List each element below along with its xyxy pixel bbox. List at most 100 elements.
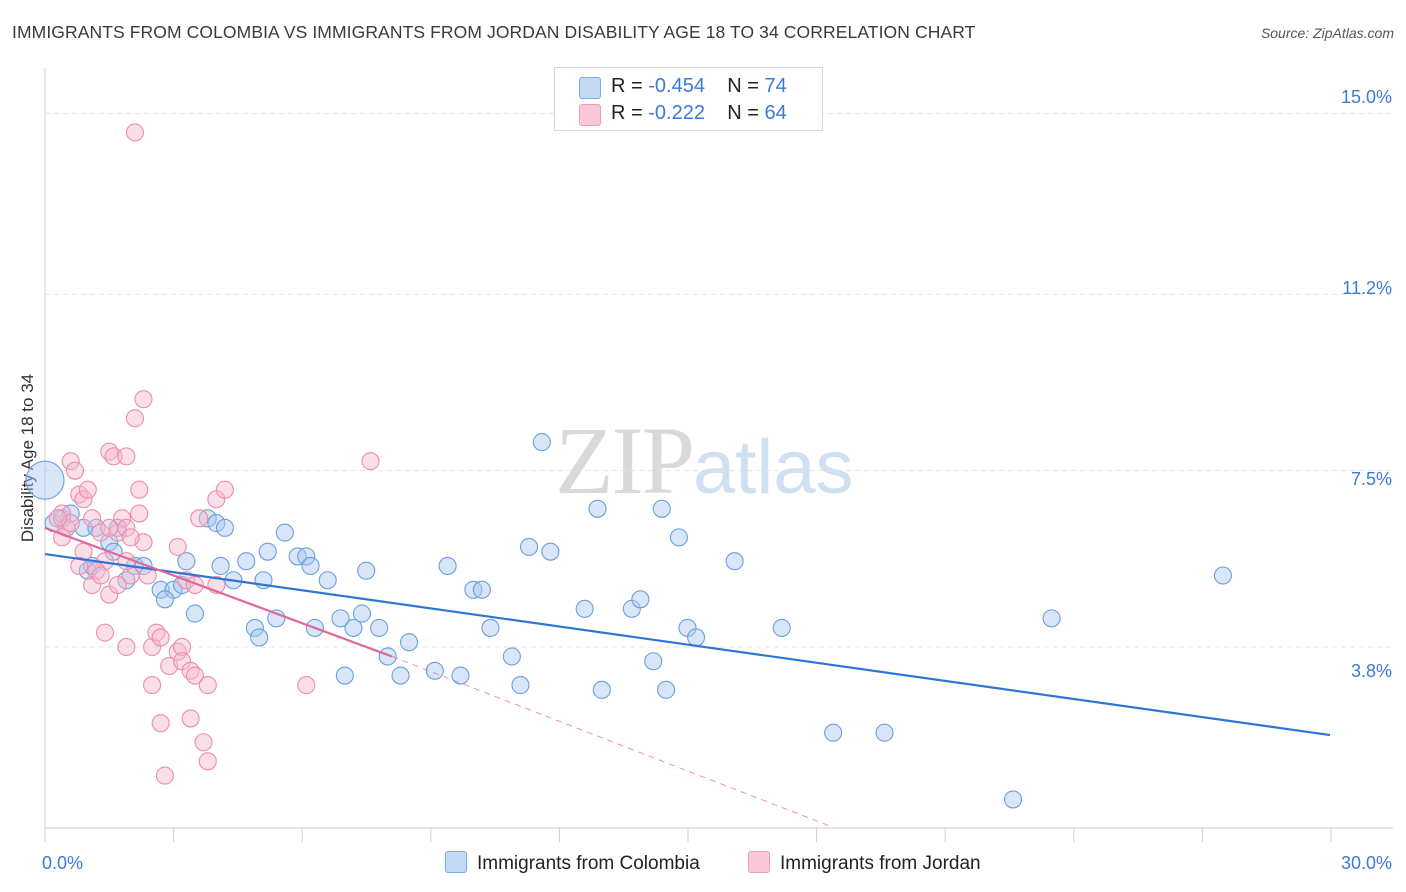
legend-r-label: R = [611, 75, 649, 97]
point-colombia [575, 599, 594, 618]
point-jordan [117, 637, 136, 657]
point-jordan [83, 509, 102, 528]
point-jordan [143, 676, 162, 695]
point-jordan [117, 447, 136, 466]
legend-label-colombia: Immigrants from Colombia [477, 853, 700, 874]
point-colombia [352, 604, 372, 623]
point-jordan [125, 123, 144, 142]
point-jordan [78, 480, 97, 499]
legend-swatch-colombia [445, 851, 467, 873]
point-colombia [177, 552, 196, 571]
legend-item-colombia[interactable]: Immigrants from Colombia [445, 851, 700, 875]
point-jordan [48, 509, 67, 528]
legend-n-label: N = [727, 75, 765, 97]
point-colombia [258, 542, 277, 561]
point-colombia [391, 666, 410, 685]
legend-r-value: -0.454 [648, 75, 705, 97]
watermark: ZIPatlas [555, 405, 854, 516]
point-colombia [592, 680, 611, 699]
point-jordan [91, 566, 110, 585]
watermark-atlas: atlas [693, 425, 854, 510]
point-colombia [669, 528, 688, 547]
point-jordan [194, 733, 213, 752]
point-colombia [652, 499, 671, 518]
point-jordan [134, 390, 153, 409]
point-jordan [74, 490, 93, 509]
point-colombia-large [25, 460, 65, 500]
point-jordan [198, 752, 217, 771]
legend-n-label: N = [727, 102, 765, 124]
point-jordan [113, 509, 132, 528]
point-jordan [198, 676, 217, 695]
point-jordan [181, 709, 200, 728]
point-jordan [61, 452, 80, 471]
point-colombia [438, 556, 457, 576]
y-tick-label: 7.5% [1350, 469, 1392, 489]
point-jordan [100, 518, 119, 537]
point-jordan [121, 528, 140, 547]
legend-item-jordan[interactable]: Immigrants from Jordan [748, 851, 981, 875]
point-colombia [772, 618, 791, 637]
chart-title: IMMIGRANTS FROM COLOMBIA VS IMMIGRANTS F… [12, 22, 976, 42]
point-jordan [95, 623, 115, 642]
y-tick-label: 3.8% [1350, 661, 1392, 681]
point-colombia [250, 628, 269, 647]
point-colombia [211, 556, 230, 576]
point-colombia [657, 680, 676, 699]
point-colombia [301, 556, 320, 576]
point-jordan [185, 666, 204, 685]
point-jordan [155, 766, 174, 785]
point-colombia [425, 661, 444, 680]
point-colombia [207, 514, 226, 533]
point-jordan [108, 575, 127, 595]
trendline-jordan [44, 526, 393, 658]
point-colombia [245, 618, 264, 637]
x-tick-label-max: 30.0% [1340, 853, 1392, 873]
trendline-jordan-extension [391, 656, 830, 827]
point-jordan [297, 676, 316, 695]
point-colombia [318, 571, 337, 590]
point-colombia [511, 676, 530, 695]
point-jordan [65, 461, 85, 480]
point-colombia [237, 552, 256, 571]
point-colombia [1042, 609, 1061, 628]
point-jordan [70, 556, 89, 576]
point-colombia [824, 723, 843, 742]
point-colombia [1003, 790, 1023, 809]
y-tick-label: 11.2% [1342, 278, 1392, 298]
point-colombia [53, 509, 72, 528]
point-colombia [344, 618, 363, 637]
point-colombia [370, 618, 389, 637]
point-colombia [644, 652, 663, 671]
point-colombia [378, 647, 397, 666]
watermark-zip: ZIP [555, 407, 695, 514]
point-jordan [215, 480, 234, 499]
legend-n-value: 74 [764, 75, 787, 97]
point-colombia [875, 723, 894, 742]
legend-swatch-colombia [579, 77, 601, 99]
point-colombia [481, 618, 500, 637]
point-colombia [631, 590, 650, 609]
point-jordan [130, 504, 149, 523]
point-colombia [297, 547, 316, 566]
point-colombia [275, 523, 294, 542]
point-jordan [168, 537, 187, 556]
point-colombia [185, 604, 204, 623]
legend-r-value: -0.222 [648, 102, 705, 124]
legend-n-value: 64 [764, 102, 787, 124]
point-colombia [451, 666, 470, 685]
legend-label-jordan: Immigrants from Jordan [780, 853, 981, 874]
point-colombia [151, 580, 170, 599]
point-colombia [541, 542, 560, 561]
point-colombia [725, 552, 744, 571]
point-colombia [519, 537, 539, 556]
trendline-colombia [44, 552, 1331, 737]
point-colombia [687, 628, 706, 647]
point-colombia [335, 666, 354, 685]
point-colombia [331, 609, 350, 628]
legend-r-label: R = [611, 102, 649, 124]
source-credit: Source: ZipAtlas.com [1260, 25, 1394, 41]
point-colombia [472, 580, 491, 599]
point-jordan [104, 447, 123, 466]
point-colombia [1213, 566, 1232, 585]
